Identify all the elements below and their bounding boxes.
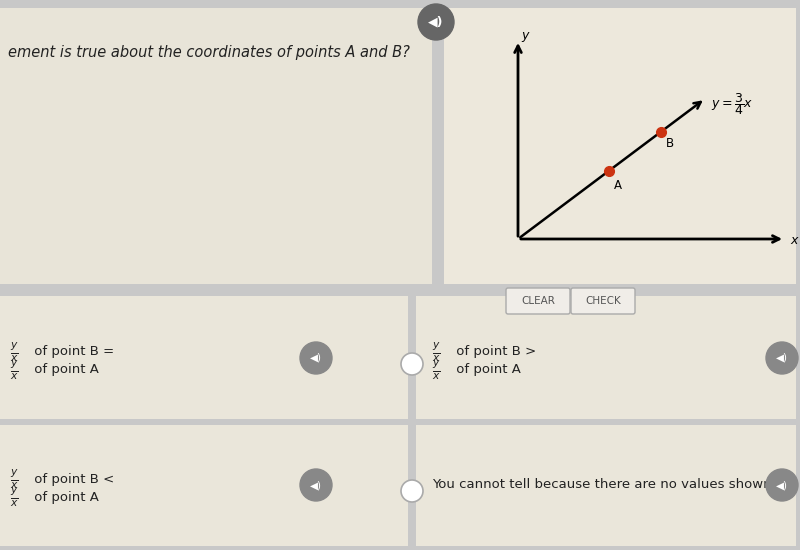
Text: of point B >: of point B > bbox=[452, 345, 536, 359]
Text: $\frac{y}{x}$: $\frac{y}{x}$ bbox=[10, 340, 18, 364]
Text: ◀): ◀) bbox=[428, 15, 444, 29]
Text: ement is true about the coordinates of points A and B?: ement is true about the coordinates of p… bbox=[8, 45, 410, 59]
Text: ◀): ◀) bbox=[776, 353, 788, 363]
Text: $y = \dfrac{3}{4}x$: $y = \dfrac{3}{4}x$ bbox=[711, 91, 753, 117]
Circle shape bbox=[418, 4, 454, 40]
Text: of point B =: of point B = bbox=[30, 345, 114, 359]
Text: A: A bbox=[614, 179, 622, 192]
Text: y: y bbox=[521, 29, 528, 41]
Text: CHECK: CHECK bbox=[585, 296, 621, 306]
Bar bbox=[444, 8, 796, 284]
Text: $\frac{y}{x}$: $\frac{y}{x}$ bbox=[432, 340, 441, 364]
Text: of point A: of point A bbox=[30, 364, 99, 377]
Circle shape bbox=[766, 342, 798, 374]
Text: x: x bbox=[790, 234, 798, 248]
Text: B: B bbox=[666, 137, 674, 150]
Bar bbox=[0, 425, 408, 546]
Text: ◀): ◀) bbox=[310, 480, 322, 490]
Text: ◀): ◀) bbox=[776, 480, 788, 490]
Text: CLEAR: CLEAR bbox=[521, 296, 555, 306]
Circle shape bbox=[300, 342, 332, 374]
Text: $\frac{y}{x}$: $\frac{y}{x}$ bbox=[10, 485, 18, 509]
Bar bbox=[416, 296, 796, 419]
Text: You cannot tell because there are no values shown.: You cannot tell because there are no val… bbox=[432, 478, 776, 492]
Text: of point B <: of point B < bbox=[30, 472, 114, 486]
Bar bbox=[0, 296, 408, 419]
Circle shape bbox=[401, 480, 423, 502]
Text: $\frac{y}{x}$: $\frac{y}{x}$ bbox=[10, 468, 18, 491]
Text: $\frac{y}{x}$: $\frac{y}{x}$ bbox=[432, 358, 441, 382]
Circle shape bbox=[401, 353, 423, 375]
Bar bbox=[416, 425, 796, 546]
Text: of point A: of point A bbox=[30, 491, 99, 503]
Text: ◀): ◀) bbox=[310, 353, 322, 363]
Text: of point A: of point A bbox=[452, 364, 521, 377]
Circle shape bbox=[300, 469, 332, 501]
Text: $\frac{y}{x}$: $\frac{y}{x}$ bbox=[10, 358, 18, 382]
FancyBboxPatch shape bbox=[506, 288, 570, 314]
Circle shape bbox=[766, 469, 798, 501]
FancyBboxPatch shape bbox=[571, 288, 635, 314]
Bar bbox=[0, 8, 432, 284]
